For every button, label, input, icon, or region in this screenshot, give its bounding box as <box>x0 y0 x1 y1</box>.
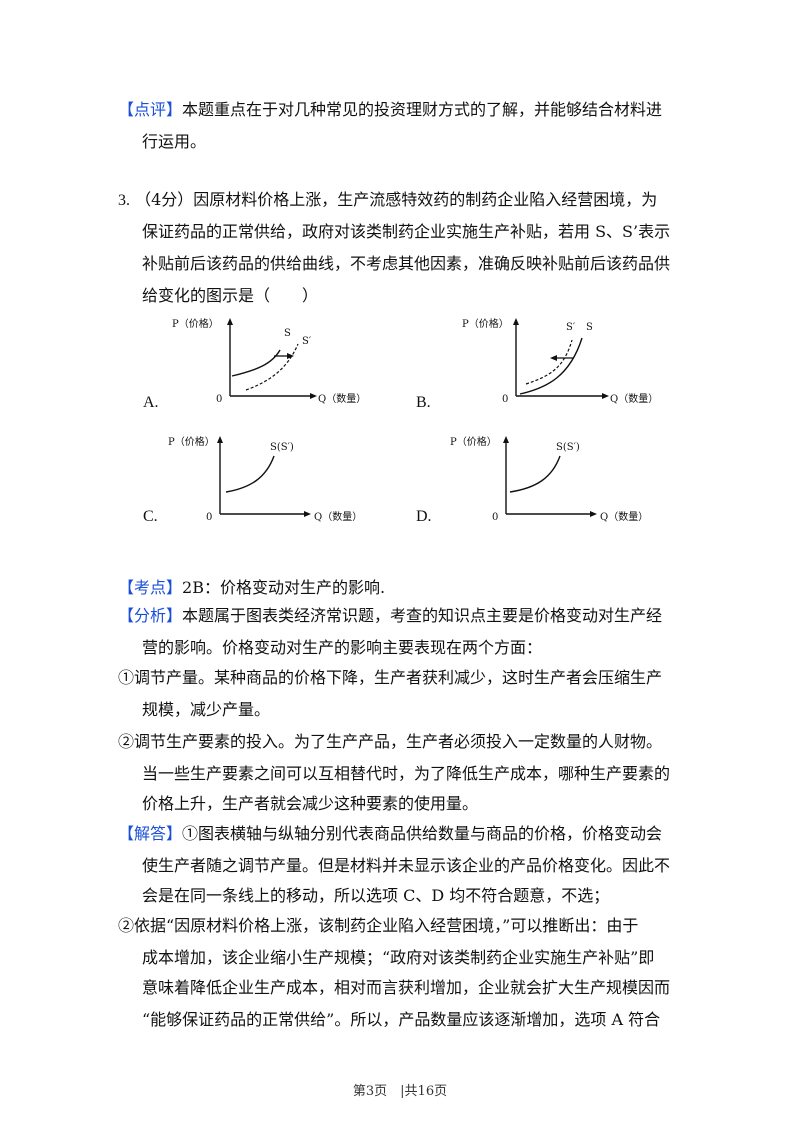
fenxi-text-1: 本题属于图表类经济常识题，考查的知识点主要是价格变动对生产经 <box>182 606 663 625</box>
fenxi-line-2: 营的影响。价格变动对生产的影响主要表现在两个方面： <box>142 638 543 657</box>
jieda-text-1: ①图表横轴与纵轴分别代表商品供给数量与商品的价格，价格变动会 <box>182 824 663 843</box>
fenxi-line-1: 【分析】本题属于图表类经济常识题，考查的知识点主要是价格变动对生产经 <box>118 604 662 628</box>
graph-c-curve <box>225 455 275 493</box>
graph-b-curve-label-2: S <box>586 322 593 333</box>
graph-b: P（价格） 0 Q（数量） S′ S <box>462 312 672 412</box>
option-d-label: D. <box>416 508 432 525</box>
page-footer: 第3页 |共16页 <box>352 1084 448 1099</box>
fenxi-p2-line-1: ②调节生产要素的投入。为了生产产品，生产者必须投入一定数量的人财物。 <box>118 732 663 751</box>
kaodian-text: 2B：价格变动对生产的影响. <box>182 578 386 597</box>
option-c-label: C. <box>143 508 158 525</box>
graph-a: P（价格） 0 Q（数量） S S′ <box>172 312 372 412</box>
fenxi-p1-line-2: 规模，减少产量。 <box>142 700 271 719</box>
question-line-4: 给变化的图示是（ ） <box>142 286 319 305</box>
graph-a-curve-label-2: S′ <box>302 336 312 347</box>
graph-b-curve-s-prime <box>525 339 573 385</box>
comment-text-1: 本题重点在于对几种常见的投资理财方式的了解，并能够结合材料进 <box>182 100 663 119</box>
graph-c-y-label: P（价格） <box>168 435 215 448</box>
graph-a-x-label: Q（数量） <box>318 392 366 405</box>
graph-b-x-label: Q（数量） <box>610 392 658 405</box>
fenxi-tag: 【分析】 <box>118 606 183 625</box>
question-number: 3. <box>118 192 130 209</box>
option-b-label: B. <box>416 394 431 411</box>
graph-a-curve-s-prime <box>245 343 299 391</box>
graph-c-origin: 0 <box>206 512 212 523</box>
graph-d-curve <box>509 455 561 493</box>
graph-a-curve-s <box>231 349 281 377</box>
jieda-p2-line-4: “能够保证药品的正常供给”。所以，产品数量应该逐渐增加，选项 A 符合 <box>142 1010 661 1029</box>
graph-b-origin: 0 <box>502 394 508 405</box>
fenxi-p1-line-1: ①调节产量。某种商品的价格下降，生产者获利减少，这时生产者会压缩生产 <box>118 668 663 687</box>
jieda-p2-line-1: ②依据“因原材料价格上涨，该制药企业陷入经营困境，”可以推断出：由于 <box>118 916 639 935</box>
question-line-1: 3. （4分）因原材料价格上涨，生产流感特效药的制药企业陷入经营困境，为 <box>118 188 657 213</box>
graph-b-curve-s <box>519 337 583 395</box>
jieda-tag: 【解答】 <box>118 824 183 843</box>
jieda-p2-line-2: 成本增加，该企业缩小生产规模；“政府对该类制药企业实施生产补贴”即 <box>142 948 655 967</box>
jieda-p2-line-3: 意味着降低企业生产成本，相对而言获利增加，企业就会扩大生产规模因而 <box>142 978 671 997</box>
kaodian-line: 【考点】2B：价格变动对生产的影响. <box>118 576 385 600</box>
fenxi-p2-line-2: 当一些生产要素之间可以互相替代时，为了降低生产成本，哪种生产要素的 <box>142 764 671 783</box>
comment-line-2: 行运用。 <box>142 132 207 151</box>
question-line-2: 保证药品的正常供给，政府对该类制药企业实施生产补贴，若用 S、S’表示 <box>142 222 671 241</box>
graph-d-curve-label: S(S′) <box>556 442 580 453</box>
graph-b-curve-label-1: S′ <box>566 322 576 333</box>
option-a-label: A. <box>143 394 159 411</box>
graph-c-curve-label: S(S′) <box>270 442 294 453</box>
comment-line-1: 【点评】本题重点在于对几种常见的投资理财方式的了解，并能够结合材料进 <box>118 98 662 122</box>
comment-tag: 【点评】 <box>118 100 183 119</box>
graph-a-y-label: P（价格） <box>172 317 219 330</box>
jieda-line-3: 会是在同一条线上的移动，所以选项 C、D 均不符合题意，不选； <box>142 886 610 905</box>
graph-b-y-label: P（价格） <box>462 317 509 330</box>
graph-a-curve-label-1: S <box>284 328 291 339</box>
graph-d-y-label: P（价格） <box>450 435 497 448</box>
graph-a-origin: 0 <box>216 394 222 405</box>
jieda-line-1: 【解答】①图表横轴与纵轴分别代表商品供给数量与商品的价格，价格变动会 <box>118 822 662 846</box>
graph-c: P（价格） 0 Q（数量） S(S′) <box>168 430 378 530</box>
question-line-3: 补贴前后该药品的供给曲线，不考虑其他因素，准确反映补贴前后该药品供 <box>142 254 671 273</box>
question-text-1: （4分）因原材料价格上涨，生产流感特效药的制药企业陷入经营困境，为 <box>135 190 658 209</box>
kaodian-tag: 【考点】 <box>118 578 183 597</box>
graph-d-x-label: Q（数量） <box>600 510 648 523</box>
fenxi-p2-line-3: 价格上升，生产者就会减少这种要素的使用量。 <box>142 794 479 813</box>
graph-d-origin: 0 <box>492 512 498 523</box>
jieda-line-2: 使生产者随之调节产量。但是材料并未显示该企业的产品价格变化。因此不 <box>142 856 671 875</box>
graph-c-x-label: Q（数量） <box>314 510 362 523</box>
graph-d: P（价格） 0 Q（数量） S(S′) <box>450 430 660 530</box>
